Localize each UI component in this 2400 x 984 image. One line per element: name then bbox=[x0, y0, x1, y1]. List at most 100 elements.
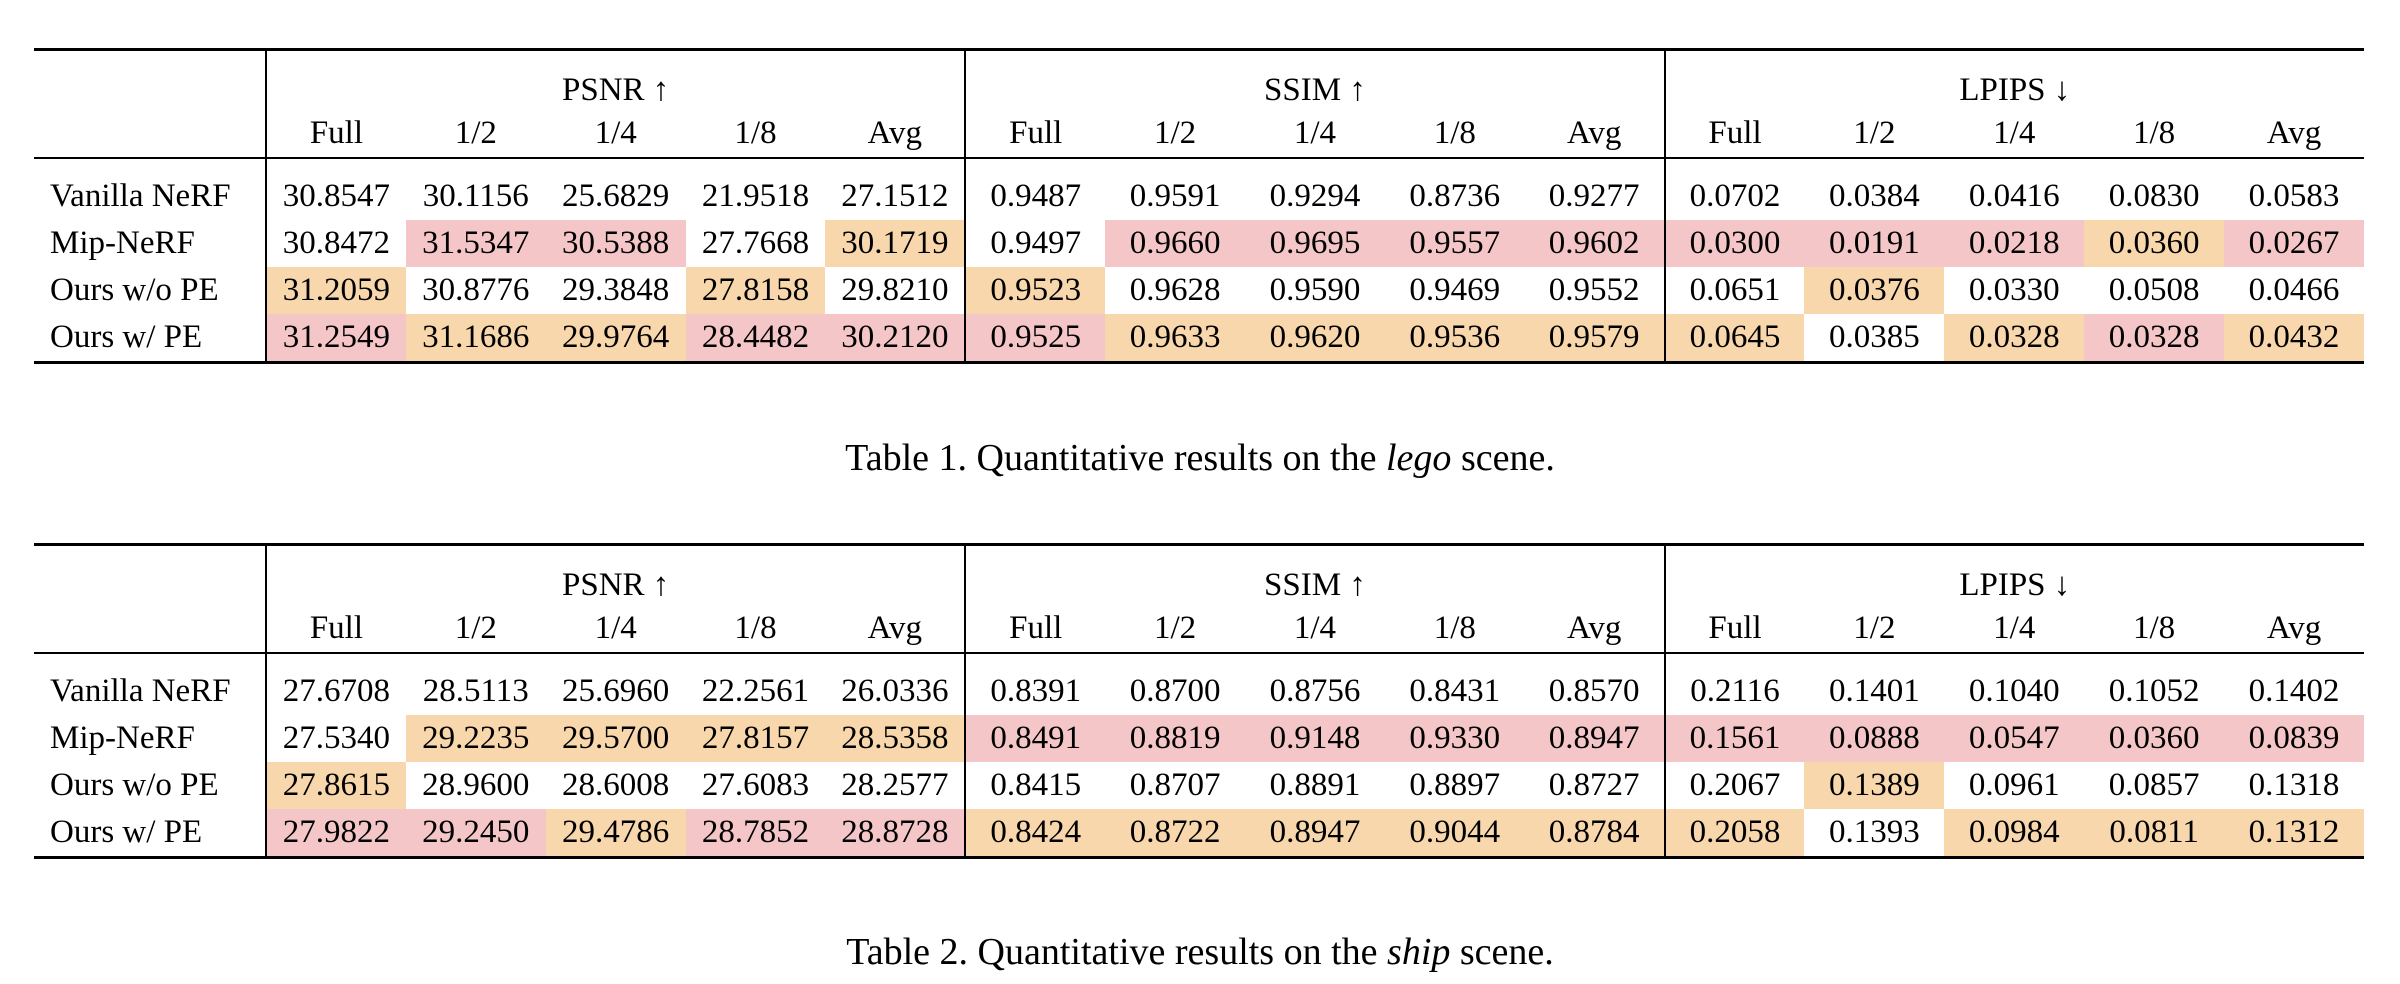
resolution-header: 1/4 bbox=[1293, 609, 1337, 646]
metric-value: 0.8756 bbox=[1269, 673, 1361, 709]
metric-value: 0.0547 bbox=[1944, 715, 2085, 762]
metric-value: 0.1040 bbox=[1968, 673, 2060, 709]
metric-value: 27.8158 bbox=[685, 267, 826, 314]
metric-value: 27.8157 bbox=[685, 715, 826, 762]
metric-value: 29.3848 bbox=[562, 272, 670, 308]
metric-value: 0.9148 bbox=[1245, 715, 1385, 762]
metric-value: 0.0984 bbox=[1944, 809, 2085, 858]
caption-scene: lego bbox=[1386, 437, 1452, 479]
metric-value: 29.9764 bbox=[545, 314, 686, 363]
metric-value: 29.8210 bbox=[841, 272, 949, 308]
metric-value: 27.8615 bbox=[265, 762, 406, 809]
resolution-header: 1/8 bbox=[2133, 114, 2176, 151]
metric-value: 0.0218 bbox=[1944, 220, 2085, 267]
resolution-header: 1/8 bbox=[2133, 609, 2176, 646]
resolution-header: Full bbox=[265, 604, 406, 653]
metric-header: SSIM ↑ bbox=[964, 51, 1665, 109]
table-row: Ours w/o PE 31.2059 30.8776 29.3848 27.8158 2… bbox=[34, 267, 2364, 314]
metric-value: 0.9628 bbox=[1129, 272, 1221, 308]
resolution-header: Full bbox=[1663, 109, 1805, 158]
corner-cell bbox=[34, 546, 266, 604]
resolution-header: 1/2 bbox=[454, 114, 497, 151]
metric-value: 0.9660 bbox=[1105, 220, 1246, 267]
metric-value: 0.0376 bbox=[1804, 267, 1945, 314]
method-name: Mip-NeRF bbox=[50, 720, 195, 756]
metric-value: 0.1402 bbox=[2248, 673, 2340, 709]
top-rule bbox=[34, 48, 2364, 52]
results-table-lego: PSNR ↑ SSIM ↑ LPIPS ↓ Full 1/2 1/4 1/8 Avg Full 1… bbox=[34, 48, 2364, 365]
metric-value: 0.0888 bbox=[1804, 715, 1945, 762]
resolution-header: Full bbox=[265, 109, 406, 158]
metric-value: 0.9579 bbox=[1524, 314, 1665, 363]
metric-value: 0.9525 bbox=[964, 314, 1106, 363]
spacer bbox=[34, 654, 266, 668]
metric-value: 0.0702 bbox=[1663, 173, 1805, 220]
bottom-rule bbox=[34, 856, 2364, 860]
spacer bbox=[34, 159, 266, 173]
metric-value: 0.0508 bbox=[2108, 272, 2200, 308]
metric-header: SSIM ↑ bbox=[964, 546, 1665, 604]
metric-value: 0.8424 bbox=[964, 809, 1106, 858]
metric-value: 0.8570 bbox=[1548, 673, 1640, 709]
metric-value: 30.1156 bbox=[422, 178, 529, 214]
resolution-header: 1/4 bbox=[594, 609, 637, 646]
metric-value: 26.0336 bbox=[841, 673, 949, 709]
metric-value: 0.9557 bbox=[1384, 220, 1525, 267]
resolution-header: 1/8 bbox=[734, 609, 777, 646]
metric-value: 27.9822 bbox=[265, 809, 406, 858]
metric-value: 0.0416 bbox=[1968, 178, 2060, 214]
metric-value: 29.4786 bbox=[545, 809, 686, 858]
metric-value: 28.5358 bbox=[825, 715, 966, 762]
caption-prefix: Table 1. Quantitative results on the bbox=[845, 437, 1386, 479]
metric-value: 0.1561 bbox=[1663, 715, 1805, 762]
metric-value: 0.8736 bbox=[1409, 178, 1501, 214]
metric-header: PSNR ↑ bbox=[264, 546, 966, 604]
metric-value: 25.6960 bbox=[562, 673, 670, 709]
resolution-header: 1/4 bbox=[1293, 114, 1337, 151]
metric-value: 27.7668 bbox=[701, 225, 810, 261]
resolution-header: Avg bbox=[1566, 609, 1622, 646]
metric-value: 0.9523 bbox=[964, 267, 1106, 314]
metric-value: 0.1389 bbox=[1804, 762, 1945, 809]
spacer bbox=[1663, 654, 2364, 668]
top-rule bbox=[34, 543, 2364, 547]
metric-value: 0.9044 bbox=[1384, 809, 1525, 858]
method-name: Ours w/o PE bbox=[50, 272, 219, 308]
metric-value: 0.8897 bbox=[1409, 767, 1501, 803]
metric-value: 0.0328 bbox=[1944, 314, 2085, 363]
resolution-header: 1/8 bbox=[734, 114, 777, 151]
resolution-header: Avg bbox=[2266, 609, 2322, 646]
metric-value: 0.1401 bbox=[1829, 673, 1920, 709]
metric-value: 0.9294 bbox=[1269, 178, 1361, 214]
metric-value: 0.8431 bbox=[1409, 673, 1501, 709]
metric-value: 0.0328 bbox=[2084, 314, 2225, 363]
resolution-header: 1/2 bbox=[1154, 609, 1197, 646]
metric-value: 0.0811 bbox=[2084, 809, 2225, 858]
method-name: Mip-NeRF bbox=[50, 225, 195, 261]
table-row: Vanilla NeRF 27.6708 28.5113 25.6960 22.2561… bbox=[34, 668, 2364, 715]
metric-value: 29.2235 bbox=[405, 715, 546, 762]
metric-value: 30.8472 bbox=[265, 220, 406, 267]
metric-value: 0.0645 bbox=[1663, 314, 1805, 363]
resolution-header: Full bbox=[964, 109, 1106, 158]
table-caption-lego: Table 1. Quantitative results on the leg… bbox=[0, 436, 2400, 480]
metric-value: 0.2116 bbox=[1663, 668, 1805, 715]
metric-value: 0.8700 bbox=[1129, 673, 1221, 709]
metric-value: 29.5700 bbox=[545, 715, 686, 762]
metric-value: 0.0857 bbox=[2108, 767, 2200, 803]
resolution-header: Full bbox=[1663, 604, 1805, 653]
metric-value: 0.1312 bbox=[2224, 809, 2364, 858]
metric-value: 0.8391 bbox=[964, 668, 1106, 715]
metric-value: 0.9330 bbox=[1384, 715, 1525, 762]
spacer bbox=[264, 159, 966, 173]
metric-value: 29.2450 bbox=[405, 809, 546, 858]
resolution-header: 1/2 bbox=[1853, 114, 1896, 151]
resolution-header: 1/4 bbox=[594, 114, 637, 151]
metric-value: 30.1719 bbox=[825, 220, 966, 267]
resolution-header: 1/4 bbox=[1993, 609, 2036, 646]
table-row: Mip-NeRF 30.8472 31.5347 30.5388 27.7668 30.1… bbox=[34, 220, 2364, 267]
metric-value: 31.5347 bbox=[405, 220, 546, 267]
caption-scene: ship bbox=[1387, 931, 1451, 973]
bottom-rule bbox=[34, 361, 2364, 365]
metric-value: 0.8707 bbox=[1129, 767, 1221, 803]
